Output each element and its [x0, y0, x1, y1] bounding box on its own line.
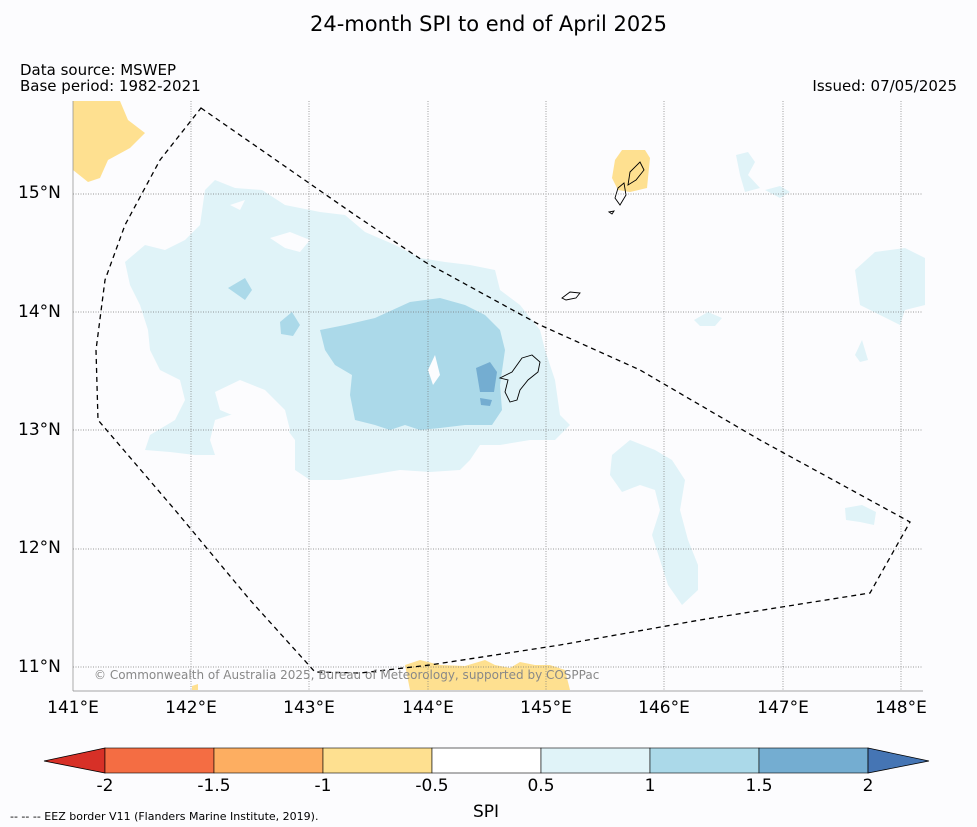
colorbar-tick: -2: [96, 776, 114, 796]
spi-white-hole-4: [428, 355, 440, 385]
copyright-notice: © Commonwealth of Australia 2025, Bureau…: [94, 668, 600, 682]
lon-label-144e: 144°E: [402, 698, 454, 718]
spi-region-0.5-1-mid: [694, 312, 722, 326]
lon-label-145e: 145°E: [520, 698, 572, 718]
lat-label-12n: 12°N: [18, 538, 61, 558]
colorbar-tick: -1.5: [197, 776, 231, 796]
colorbar-extend-high: [867, 747, 930, 774]
colorbar-tick: -1: [314, 776, 332, 796]
lat-label-13n: 13°N: [18, 420, 61, 440]
base-period: Base period: 1982-2021: [20, 77, 201, 95]
gridlines: [73, 101, 923, 691]
colorbar-bin-5: [540, 747, 651, 774]
spi-region-1.5-2-b: [480, 398, 492, 406]
lon-label-141e: 141°E: [47, 698, 99, 718]
island-saipan: [627, 161, 645, 186]
lat-label-11n: 11°N: [18, 657, 61, 677]
spi-region-0.5-1-n2: [765, 186, 790, 198]
map-title: 24-month SPI to end of April 2025: [309, 12, 668, 36]
metadata-left: Data source: MSWEP Base period: 1982-202…: [20, 62, 201, 94]
colorbar-bin-7: [758, 747, 869, 774]
colorbar-extend-low: [43, 747, 106, 774]
colorbar-bin-4: [431, 747, 542, 774]
eez-footnote: -- -- -- EEZ border V11 (Flanders Marine…: [10, 810, 319, 823]
spi-region-0.5-1-e1: [855, 340, 868, 362]
colorbar-tick: 1: [644, 776, 656, 796]
colorbar-tick: -0.5: [415, 776, 449, 796]
lon-label-143e: 143°E: [283, 698, 335, 718]
spi-region-1-1.5: [320, 298, 505, 430]
issued-date: Issued: 07/05/2025: [812, 77, 957, 95]
spi-white-hole-1: [230, 200, 245, 210]
colorbar: [43, 747, 930, 774]
data-source: Data source: MSWEP: [20, 61, 177, 79]
lon-label-142e: 142°E: [165, 698, 217, 718]
spi-region-neg1-neg0.5-nw: [73, 101, 145, 182]
spi-region-neg1-neg0.5-south: [405, 660, 570, 690]
island-aguijan: [607, 210, 615, 215]
lon-label-146e: 146°E: [638, 698, 690, 718]
spi-region-1-1.5-small-a: [228, 278, 252, 300]
colorbar-bin-6: [649, 747, 760, 774]
lat-label-15n: 15°N: [18, 183, 61, 203]
colorbar-bin-2: [213, 747, 324, 774]
spi-region-1.5-2-a: [476, 362, 497, 392]
colorbar-bin-1: [104, 747, 215, 774]
lon-label-147e: 147°E: [757, 698, 809, 718]
island-guam: [498, 354, 541, 403]
island-tinian: [614, 182, 627, 206]
lon-label-148e: 148°E: [875, 698, 927, 718]
spi-white-hole-2: [270, 232, 310, 252]
spi-region-0.5-1-e2: [845, 505, 876, 525]
spi-region-0.5-1-n: [736, 152, 760, 192]
island-rota: [561, 291, 581, 301]
colorbar-bin-3: [322, 747, 433, 774]
spi-white-hole-3: [215, 380, 290, 462]
spi-region-neg1-neg0.5-s-small: [192, 684, 198, 690]
spi-region-1-1.5-small-b: [280, 312, 300, 336]
lat-label-14n: 14°N: [18, 302, 61, 322]
colorbar-title: SPI: [472, 802, 500, 822]
colorbar-tick: 1.5: [745, 776, 773, 796]
colorbar-tick: 0.5: [527, 776, 555, 796]
spi-region-0.5-1-ne: [855, 248, 925, 325]
colorbar-tick: 2: [862, 776, 874, 796]
spi-region-0.5-1-east-chain: [610, 440, 698, 605]
